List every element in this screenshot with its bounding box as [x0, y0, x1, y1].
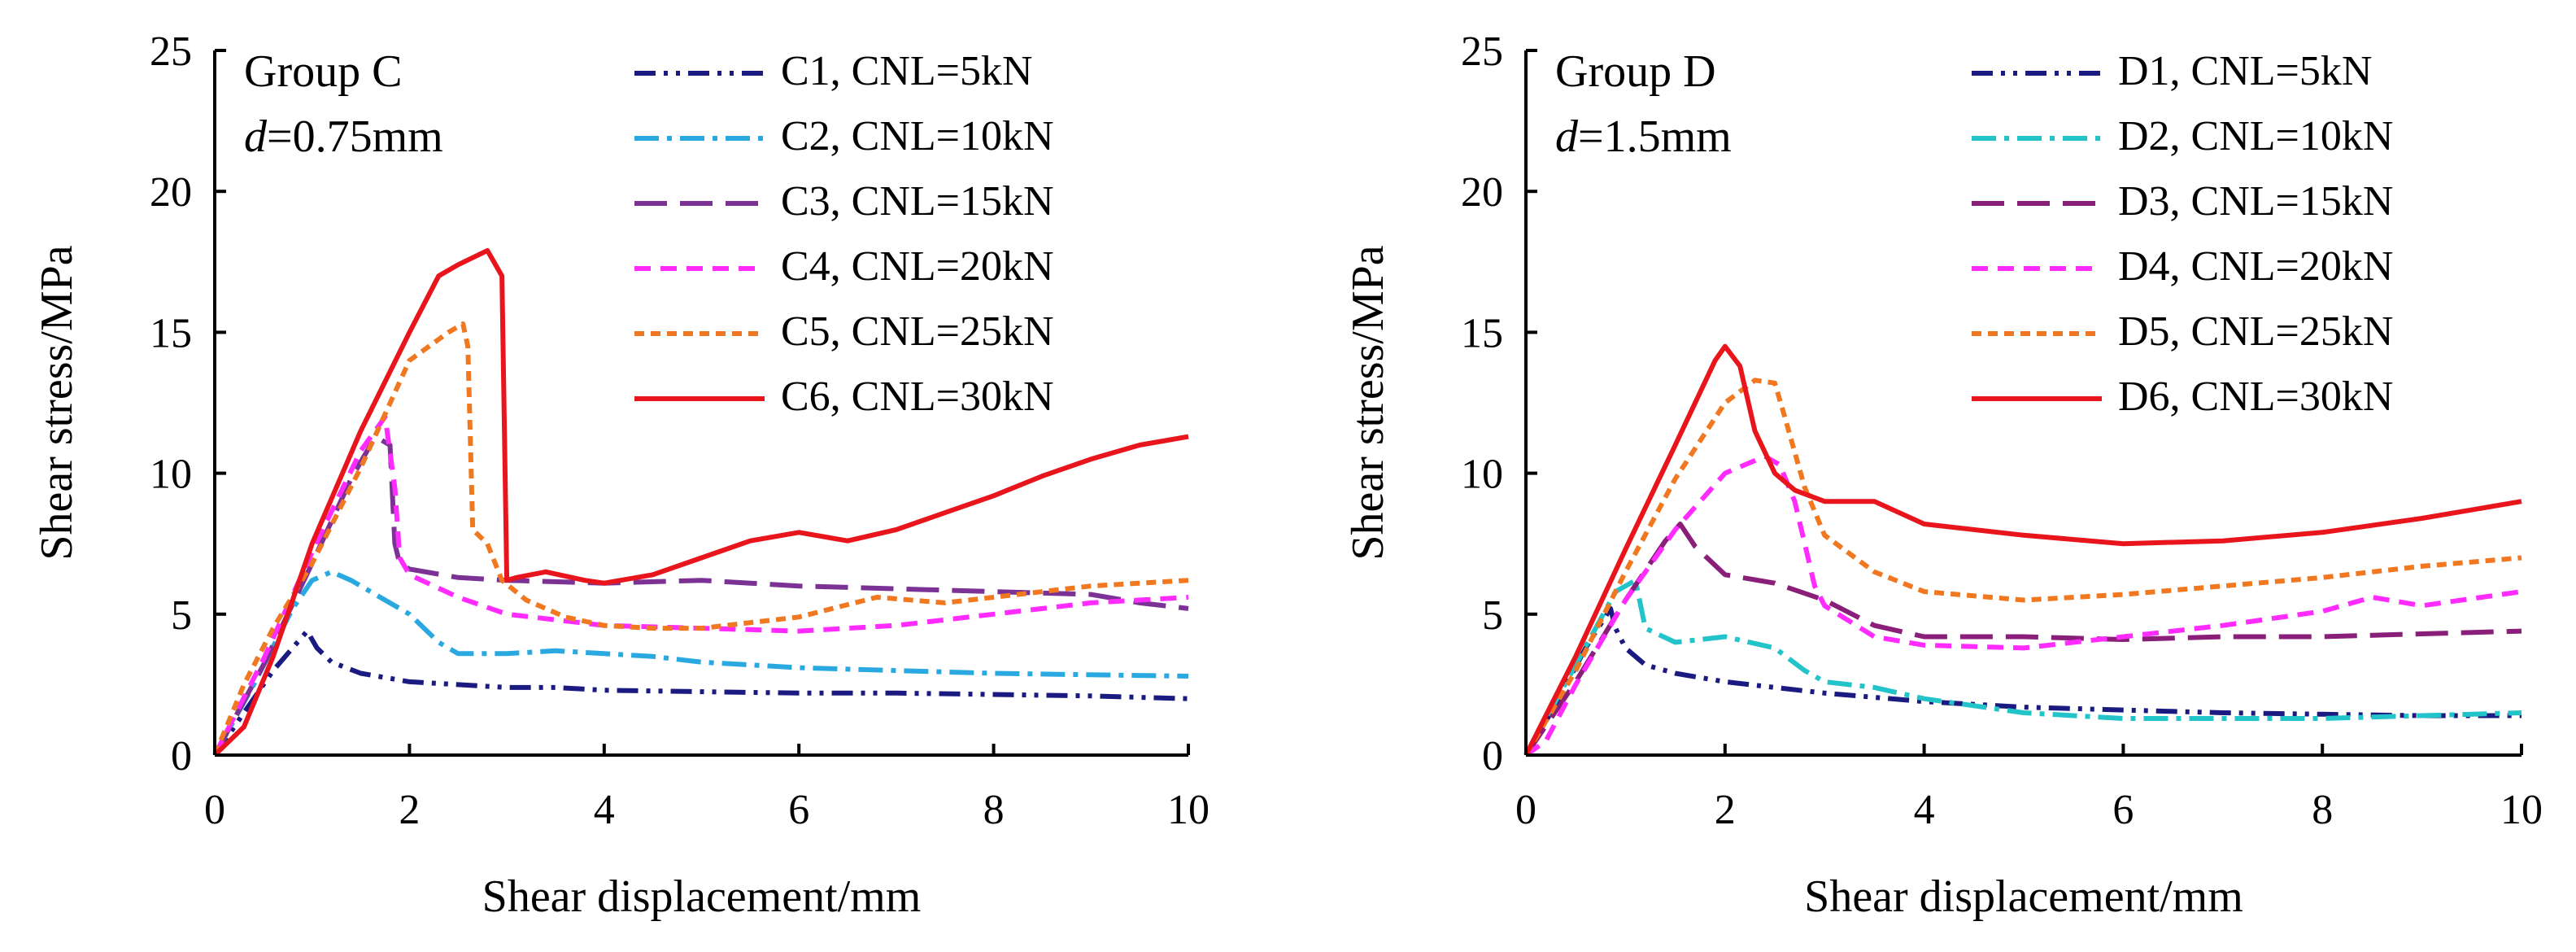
x-tick-label: 2 [1715, 787, 1736, 833]
x-tick-label: 10 [1167, 787, 1210, 833]
x-tick-label: 4 [1914, 787, 1935, 833]
series-line-2-6 [1523, 343, 2522, 757]
x-tick-label: 8 [2312, 787, 2333, 833]
y-tick-label: 20 [1461, 169, 1503, 216]
y-axis-label: Shear stress/MPa [1343, 245, 1393, 560]
series-line-2-4 [1524, 453, 2522, 758]
x-tick-label: 0 [1515, 787, 1536, 833]
y-tick-label: 5 [171, 592, 192, 639]
legend-label: D1, CNL=5kN [2118, 48, 2372, 94]
y-tick-label: 10 [1461, 452, 1503, 498]
y-tick-label: 15 [1461, 310, 1503, 356]
series-line-1-6 [212, 247, 1189, 758]
parameter-value: =1.5mm [1578, 111, 1732, 162]
parameter-symbol: d [244, 111, 268, 162]
panel-1: 0 5 10 15 20 25 0 2 4 6 8 10 Shear displacement/mm Sh… [32, 28, 1210, 922]
legend-label: C5, CNL=25kN [781, 308, 1054, 355]
series-line-2-5 [1523, 378, 2522, 757]
y-tick-label: 0 [1482, 733, 1503, 780]
legend-label: C3, CNL=15kN [781, 178, 1054, 225]
legend-label: D5, CNL=25kN [2118, 308, 2393, 355]
y-tick-label: 25 [1461, 28, 1503, 75]
series-line-2-3 [1523, 522, 2522, 757]
y-tick-label: 15 [150, 310, 192, 356]
y-tick-label: 20 [150, 169, 192, 216]
x-tick-label: 0 [204, 787, 225, 833]
x-axis-label: Shear displacement/mm [482, 871, 922, 922]
x-tick-label: 6 [2112, 787, 2134, 833]
legend-label: D6, CNL=30kN [2118, 373, 2393, 420]
y-tick-label: 10 [150, 452, 192, 498]
legend-label: D3, CNL=15kN [2118, 178, 2393, 225]
x-tick-label: 4 [594, 787, 615, 833]
y-tick-label: 5 [1482, 592, 1503, 639]
series-line-2-1 [1523, 605, 2522, 757]
y-tick-label: 0 [171, 733, 192, 780]
group-parameter: d=1.5mm [1555, 111, 1732, 162]
panel-2: 0 5 10 15 20 25 0 2 4 6 8 10 Shear displacement/mm Sh… [1343, 28, 2543, 922]
legend-label: D4, CNL=20kN [2118, 243, 2393, 290]
series-line-1-2 [212, 569, 1189, 757]
series-line-1-5 [212, 321, 1189, 757]
legend-label: C1, CNL=5kN [781, 48, 1033, 94]
series-line-1-1 [212, 628, 1189, 757]
legend-label: C4, CNL=20kN [781, 243, 1054, 290]
x-tick-label: 8 [983, 787, 1005, 833]
group-parameter: d=0.75mm [244, 111, 443, 162]
parameter-value: =0.75mm [267, 111, 443, 162]
series-line-1-3 [212, 434, 1189, 757]
series-line-1-4 [212, 414, 1189, 757]
legend-label: C2, CNL=10kN [781, 113, 1054, 159]
x-tick-label: 6 [788, 787, 809, 833]
x-tick-label: 2 [399, 787, 420, 833]
x-axis-label: Shear displacement/mm [1804, 871, 2243, 922]
group-title: Group C [244, 46, 402, 97]
y-tick-label: 25 [150, 28, 192, 75]
series-line-2-2 [1523, 578, 2522, 757]
legend-label: C6, CNL=30kN [781, 373, 1054, 420]
x-tick-label: 10 [2500, 787, 2543, 833]
parameter-symbol: d [1555, 111, 1579, 162]
legend-label: D2, CNL=10kN [2118, 113, 2393, 159]
y-axis-label: Shear stress/MPa [32, 245, 82, 560]
group-title: Group D [1555, 46, 1716, 97]
